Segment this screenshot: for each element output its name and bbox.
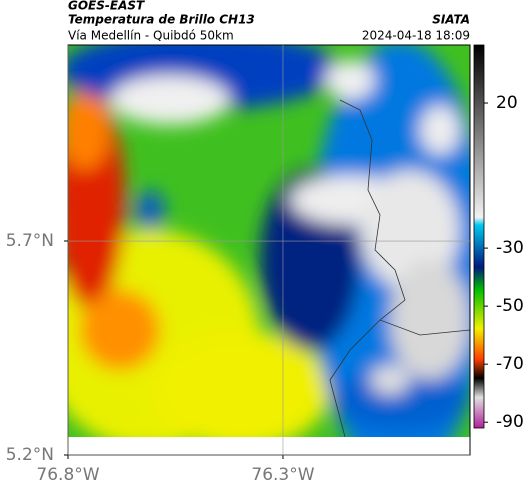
x-tick-label: 76.3°W (251, 465, 314, 485)
subtitle: Temperatura de Brillo CH13 (68, 13, 255, 27)
colorbar-label: -30 (496, 238, 524, 258)
colorbar-label: -90 (496, 412, 524, 432)
satellite-image (68, 45, 470, 437)
colorbar-label: 20 (496, 93, 518, 113)
y-tick-label: 5.7°N (6, 231, 54, 251)
no-data (68, 437, 470, 455)
region: Vía Medellín - Quibdó 50km (68, 29, 234, 43)
datetime: 2024-04-18 18:09 (362, 29, 470, 43)
colorbar (473, 44, 485, 429)
title: GOES-EAST (68, 0, 145, 13)
source: SIATA (432, 13, 470, 27)
colorbar-label: -50 (496, 296, 524, 316)
colorbar-label: -70 (496, 354, 524, 374)
x-tick-label: 76.8°W (36, 465, 99, 485)
y-tick-label: 5.2°N (6, 445, 54, 465)
